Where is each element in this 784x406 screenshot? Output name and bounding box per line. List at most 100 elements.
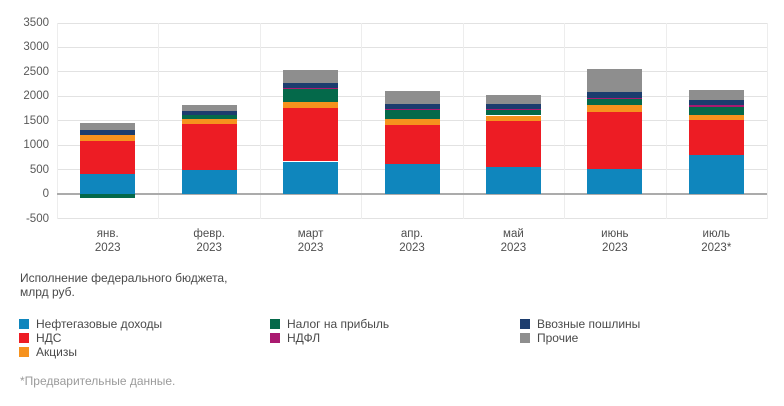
y-axis-tick-label: 3000 bbox=[23, 41, 49, 54]
bar-segment bbox=[587, 98, 643, 106]
bar-segment bbox=[181, 123, 237, 170]
bar-segment bbox=[80, 194, 136, 198]
bar-segment bbox=[485, 109, 541, 116]
y-axis-tick-label: 3500 bbox=[23, 17, 49, 29]
bar-segment bbox=[384, 118, 440, 125]
bar-segment bbox=[587, 68, 643, 92]
x-axis-tick-label: февр. 2023 bbox=[159, 227, 259, 255]
legend-swatch bbox=[19, 347, 29, 357]
legend-item: Ввозные пошлины bbox=[520, 317, 760, 331]
bar-segment bbox=[384, 109, 440, 119]
bar-segment bbox=[283, 83, 339, 89]
bar-column bbox=[688, 0, 744, 260]
bar-column bbox=[485, 0, 541, 260]
bar-segment bbox=[80, 140, 136, 174]
x-axis-tick-label: июнь 2023 bbox=[565, 227, 665, 255]
h-gridline bbox=[57, 22, 767, 24]
legend-item: НДФЛ bbox=[270, 331, 510, 345]
bar-segment bbox=[80, 130, 136, 136]
bar-segment bbox=[485, 167, 541, 195]
chart-caption: Исполнение федерального бюджета, млрд ру… bbox=[20, 271, 227, 299]
bar-segment bbox=[485, 115, 541, 122]
bar-segment bbox=[485, 104, 541, 110]
bar-segment bbox=[688, 90, 744, 101]
bar-segment bbox=[80, 135, 136, 141]
bar-segment bbox=[181, 118, 237, 124]
bar-segment bbox=[384, 124, 440, 164]
x-tick-year: 2023 bbox=[399, 242, 425, 254]
x-axis-tick-label: июль 2023* bbox=[666, 227, 766, 255]
bar-segment bbox=[384, 163, 440, 195]
legend-label: Налог на прибыль bbox=[287, 317, 390, 331]
bar-segment bbox=[181, 169, 237, 195]
legend-swatch bbox=[520, 333, 530, 343]
x-tick-month: июнь bbox=[601, 228, 629, 240]
bar-segment bbox=[587, 169, 643, 195]
h-gridline bbox=[57, 218, 767, 220]
bar-column bbox=[283, 0, 339, 260]
legend-label: НДС bbox=[36, 331, 62, 345]
bar-segment bbox=[181, 111, 237, 115]
v-gridline bbox=[259, 23, 261, 219]
x-tick-year: 2023 bbox=[602, 242, 628, 254]
bar-segment bbox=[688, 107, 744, 115]
bar-segment bbox=[587, 92, 643, 98]
x-tick-month: апр. bbox=[400, 228, 424, 240]
v-gridline bbox=[564, 23, 566, 219]
bar-segment bbox=[283, 107, 339, 162]
bar-segment bbox=[688, 100, 744, 105]
v-gridline bbox=[57, 23, 58, 219]
x-axis-tick-label: март 2023 bbox=[261, 227, 361, 255]
bar-segment bbox=[80, 173, 136, 195]
legend-item: НДС bbox=[19, 331, 259, 345]
bar-segment bbox=[283, 161, 339, 195]
y-axis-tick-label: 2500 bbox=[23, 65, 49, 78]
legend-item: Акцизы bbox=[19, 345, 259, 359]
legend-swatch bbox=[19, 333, 29, 343]
bar-column bbox=[587, 0, 643, 260]
bar-segment bbox=[688, 154, 744, 195]
bar-column bbox=[80, 0, 136, 260]
legend-item: Налог на прибыль bbox=[270, 317, 510, 331]
bar-segment bbox=[384, 103, 440, 109]
y-axis-tick-label: 1500 bbox=[23, 114, 49, 127]
bar-segment bbox=[384, 108, 440, 110]
v-gridline bbox=[158, 23, 160, 219]
bar-column bbox=[181, 0, 237, 260]
bar-segment bbox=[283, 69, 339, 84]
bar-segment bbox=[688, 120, 744, 155]
x-axis-tick-label: апр. 2023 bbox=[362, 227, 462, 255]
legend-item: Нефтегазовые доходы bbox=[19, 317, 259, 331]
x-tick-month: май bbox=[503, 228, 524, 240]
zero-axis-line bbox=[57, 193, 767, 196]
bar-segment bbox=[587, 105, 643, 113]
y-axis-tick-label: -500 bbox=[25, 212, 49, 225]
x-tick-year: 2023 bbox=[94, 242, 121, 254]
x-tick-year: 2023 bbox=[196, 242, 222, 254]
legend-item: Прочие bbox=[520, 331, 760, 345]
bar-segment bbox=[384, 90, 440, 104]
bar-segment bbox=[80, 123, 136, 131]
bar-segment bbox=[283, 88, 339, 103]
chart-footnote: *Предварительные данные. bbox=[20, 374, 176, 388]
v-gridline bbox=[767, 23, 768, 219]
bar-segment bbox=[283, 102, 339, 108]
x-tick-month: февр. bbox=[193, 228, 225, 240]
bar-segment bbox=[485, 94, 541, 105]
h-gridline bbox=[57, 46, 767, 48]
bar-segment bbox=[587, 112, 643, 170]
x-axis-tick-label: янв. 2023 bbox=[58, 227, 158, 255]
legend-swatch bbox=[270, 333, 280, 343]
legend-label: Ввозные пошлины bbox=[537, 317, 641, 331]
bar-segment bbox=[181, 115, 237, 119]
legend-label: Прочие bbox=[537, 331, 579, 345]
x-tick-year: 2023 bbox=[500, 242, 527, 254]
h-gridline bbox=[57, 71, 767, 73]
y-axis-tick-label: 500 bbox=[29, 163, 49, 176]
y-axis-tick-label: 2000 bbox=[23, 90, 49, 103]
x-tick-year: 2023* bbox=[701, 242, 732, 254]
chart-caption-line2: млрд руб. bbox=[20, 285, 75, 299]
x-axis-tick-label: май 2023 bbox=[463, 227, 563, 255]
v-gridline bbox=[462, 23, 464, 219]
